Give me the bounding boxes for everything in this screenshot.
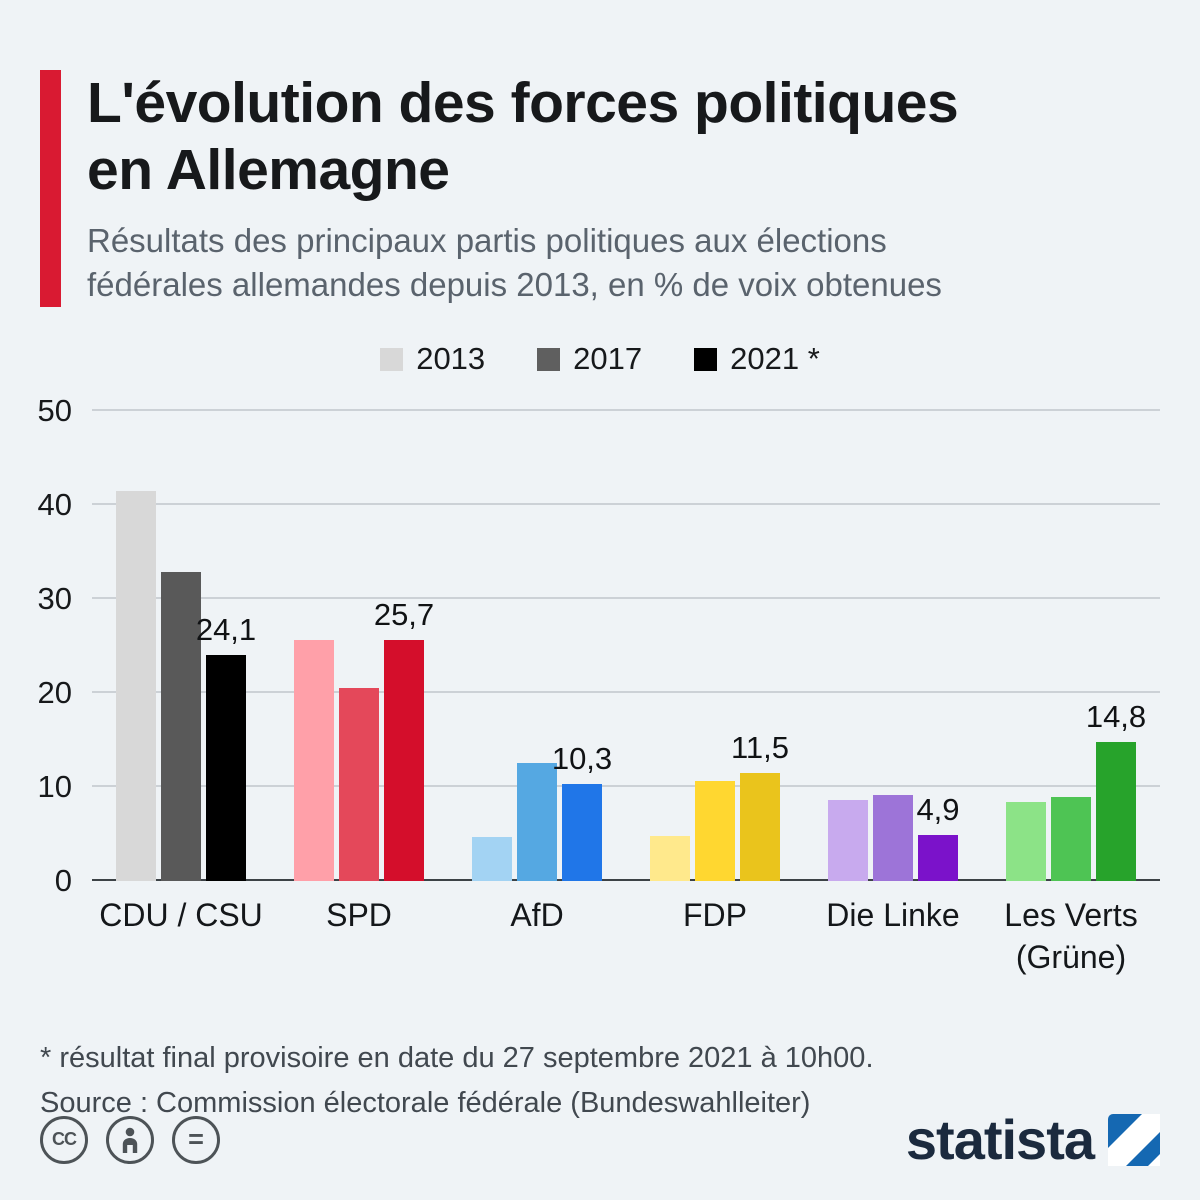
gridline bbox=[92, 597, 1160, 600]
bar-group: 4,9 bbox=[804, 411, 982, 882]
bar bbox=[517, 762, 557, 882]
bar-group: 10,3 bbox=[448, 411, 626, 882]
gridline bbox=[92, 503, 1160, 506]
accent-bar bbox=[40, 70, 61, 308]
gridline bbox=[92, 785, 1160, 788]
legend: 2013 2017 2021 * bbox=[0, 341, 1200, 377]
bar: 14,8 bbox=[1086, 699, 1146, 882]
y-tick-label: 50 bbox=[37, 393, 72, 429]
bar bbox=[695, 780, 735, 882]
bar bbox=[116, 491, 156, 882]
gridline bbox=[92, 691, 1160, 694]
x-axis-category-label: Die Linke bbox=[826, 897, 960, 934]
bar: 11,5 bbox=[731, 730, 789, 882]
y-tick-label: 10 bbox=[37, 769, 72, 805]
header: L'évolution des forces politiques en All… bbox=[40, 70, 1160, 308]
legend-item: 2013 bbox=[380, 341, 485, 377]
bar-group-inner: 24,1 bbox=[116, 411, 256, 882]
legend-swatch-icon bbox=[537, 347, 561, 371]
bar-group-inner: 4,9 bbox=[828, 411, 960, 882]
bar-group: 25,7 bbox=[270, 411, 448, 882]
subtitle: Résultats des principaux partis politiqu… bbox=[87, 219, 958, 307]
legend-label: 2017 bbox=[573, 341, 643, 377]
value-label: 24,1 bbox=[195, 611, 257, 647]
bar bbox=[1051, 797, 1091, 882]
x-axis-category-label: AfD bbox=[510, 897, 564, 934]
x-axis-category-label: Les Verts (Grüne) bbox=[1004, 897, 1138, 975]
license-icons: CC = bbox=[40, 1115, 220, 1164]
bar-group-inner: 11,5 bbox=[650, 411, 789, 882]
legend-item: 2017 bbox=[537, 341, 642, 377]
attribution-person-icon bbox=[106, 1115, 154, 1164]
y-tick-label: 20 bbox=[37, 675, 72, 711]
y-tick-label: 30 bbox=[37, 581, 72, 617]
bar: 10,3 bbox=[552, 741, 612, 882]
bar bbox=[161, 571, 201, 882]
footer: CC = statista bbox=[40, 1107, 1160, 1172]
x-axis-category-label: FDP bbox=[683, 897, 747, 934]
bar bbox=[339, 688, 379, 882]
statista-wordmark: statista bbox=[905, 1108, 1095, 1171]
no-derivatives-icon: = bbox=[172, 1115, 220, 1164]
bar-group-inner: 10,3 bbox=[472, 411, 612, 882]
value-label: 25,7 bbox=[373, 596, 435, 632]
legend-item: 2021 * bbox=[694, 341, 820, 377]
title-line-1: L'évolution des forces politiques bbox=[87, 71, 959, 135]
bar bbox=[650, 836, 690, 882]
x-axis-category-label: SPD bbox=[326, 897, 392, 934]
statista-logo-icon bbox=[1108, 1113, 1160, 1166]
bar: 4,9 bbox=[916, 792, 960, 882]
bar bbox=[294, 639, 334, 882]
footnote-asterisk: * résultat final provisoire en date du 2… bbox=[40, 1042, 874, 1075]
bar bbox=[873, 794, 913, 882]
bar-group: 11,5 bbox=[626, 411, 804, 882]
header-text: L'évolution des forces politiques en All… bbox=[87, 70, 959, 307]
bar: 24,1 bbox=[196, 612, 256, 882]
y-tick-label: 0 bbox=[54, 863, 72, 899]
bar-group: 24,1 bbox=[92, 411, 270, 882]
subtitle-line-1: Résultats des principaux partis politiqu… bbox=[87, 222, 887, 260]
bar-group-inner: 25,7 bbox=[294, 411, 434, 882]
legend-swatch-icon bbox=[380, 347, 404, 371]
title-line-2: en Allemagne bbox=[87, 137, 450, 202]
subtitle-line-2: fédérales allemandes depuis 2013, en % d… bbox=[87, 266, 942, 304]
value-label: 10,3 bbox=[551, 741, 613, 777]
footnote-source: Source : Commission électorale fédérale … bbox=[40, 1087, 811, 1120]
bar: 25,7 bbox=[374, 597, 434, 882]
legend-label: 2021 * bbox=[730, 341, 820, 377]
gridline bbox=[92, 879, 1160, 882]
x-axis-labels: CDU / CSU SPD AfD FDP Die Linke Les Verts (Gr… bbox=[92, 895, 1160, 978]
footnotes: * résultat final provisoire en date du 2… bbox=[40, 1036, 1160, 1126]
bar-group-inner: 14,8 bbox=[1006, 411, 1146, 882]
creative-commons-icon: CC bbox=[40, 1115, 88, 1164]
legend-label: 2013 bbox=[416, 341, 486, 377]
y-tick-label: 40 bbox=[37, 487, 72, 523]
bar bbox=[828, 800, 868, 882]
bar bbox=[1006, 802, 1046, 882]
person-glyph bbox=[122, 1127, 138, 1153]
page-title: L'évolution des forces politiques en All… bbox=[87, 70, 959, 203]
x-axis-category-label: CDU / CSU bbox=[99, 897, 263, 934]
gridline bbox=[92, 409, 1160, 412]
statista-logo: statista bbox=[906, 1107, 1160, 1172]
bar-group: 14,8 bbox=[982, 411, 1160, 882]
value-label: 11,5 bbox=[730, 730, 790, 766]
plot-area: 50 40 30 20 10 0 24,1 25,7 10,3 11,5 4,9 14,8 bbox=[38, 393, 1160, 898]
value-label: 14,8 bbox=[1085, 699, 1147, 735]
bar bbox=[472, 836, 512, 882]
legend-swatch-icon bbox=[694, 347, 718, 371]
bar-groups: 24,1 25,7 10,3 11,5 4,9 14,8 bbox=[92, 411, 1160, 882]
value-label: 4,9 bbox=[916, 792, 960, 828]
